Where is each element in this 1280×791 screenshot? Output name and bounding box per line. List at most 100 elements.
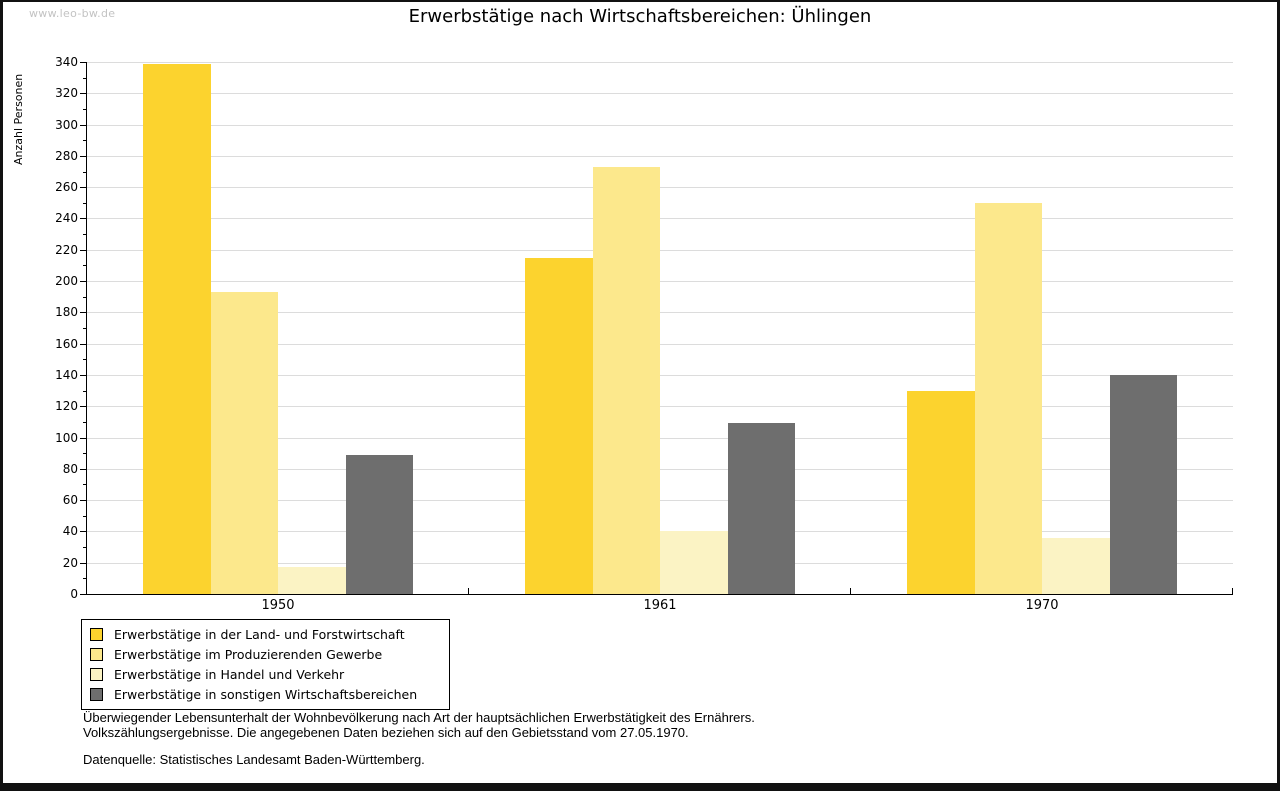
y-axis-title: Anzahl Personen <box>12 73 25 165</box>
legend-label: Erwerbstätige in sonstigen Wirtschaftsbe… <box>114 686 418 702</box>
y-tick-major <box>80 343 87 345</box>
gridline <box>87 187 1233 189</box>
gridline <box>87 218 1233 220</box>
gridline <box>87 343 1233 345</box>
legend-swatch <box>90 687 103 701</box>
y-tick-label: 140 <box>55 367 78 382</box>
chart-title: Erwerbstätige nach Wirtschaftsbereichen:… <box>408 6 872 27</box>
plot-area: 0 20 40 60 80 100 120 140 160 180 200 220 240 260 280 3… <box>55 55 1233 613</box>
bar <box>660 531 728 594</box>
gridline <box>87 124 1233 126</box>
y-tick-label: 300 <box>55 117 78 132</box>
bar <box>278 567 346 594</box>
footnote-line-1: Überwiegender Lebensunterhalt der Wohnbe… <box>83 710 755 725</box>
y-tick-label: 100 <box>55 430 78 445</box>
y-tick-major <box>80 594 87 595</box>
y-tick-major <box>80 531 87 533</box>
y-tick-major <box>80 187 87 189</box>
y-tick-major <box>80 500 87 502</box>
gridline <box>87 374 1233 376</box>
y-tick-major <box>80 281 87 283</box>
y-tick-major <box>80 62 87 63</box>
y-tick-minor <box>83 234 87 236</box>
y-tick-major <box>80 93 87 95</box>
y-tick-label: 320 <box>55 86 78 101</box>
x-tick-label: 1961 <box>643 598 677 613</box>
y-tick-label: 120 <box>55 399 78 414</box>
y-tick-minor <box>83 171 87 173</box>
y-tick-minor <box>83 421 87 423</box>
y-tick-label: 180 <box>55 305 78 320</box>
x-tick <box>1232 588 1233 594</box>
y-tick-label: 60 <box>62 493 78 508</box>
gridline <box>87 249 1233 251</box>
y-tick-minor <box>83 390 87 392</box>
y-tick-label: 80 <box>62 461 78 476</box>
legend-item: Erwerbstätige im Produzierenden Gewerbe <box>90 644 441 664</box>
y-tick-minor <box>83 547 87 549</box>
gridline <box>87 281 1233 283</box>
y-tick-major <box>80 218 87 220</box>
gridline <box>87 406 1233 408</box>
y-tick-minor <box>83 578 87 580</box>
legend-label: Erwerbstätige in der Land- und Forstwirt… <box>114 626 405 642</box>
y-tick-major <box>80 124 87 126</box>
y-tick-minor <box>83 265 87 267</box>
bar <box>974 202 1042 594</box>
y-tick-major <box>80 562 87 564</box>
bar <box>143 63 211 594</box>
x-tick-label: 1950 <box>261 598 295 613</box>
y-tick-minor <box>83 77 87 79</box>
y-tick-label: 220 <box>55 242 78 257</box>
y-tick-minor <box>83 296 87 298</box>
source-note: Datenquelle: Statistisches Landesamt Bad… <box>83 752 425 767</box>
gridline <box>87 93 1233 95</box>
bar <box>592 166 660 594</box>
y-tick-major <box>80 437 87 439</box>
y-tick-label: 340 <box>55 55 78 69</box>
x-tick <box>850 588 851 594</box>
gridline <box>87 62 1233 63</box>
bar <box>525 257 593 594</box>
y-tick-major <box>80 312 87 314</box>
y-tick-label: 20 <box>62 555 78 570</box>
y-tick-minor <box>83 453 87 455</box>
watermark: www.leo-bw.de <box>29 7 116 20</box>
y-tick-label: 40 <box>62 524 78 539</box>
y-tick-major <box>80 155 87 157</box>
legend: Erwerbstätige in der Land- und Forstwirt… <box>81 619 450 710</box>
x-tick <box>468 588 469 594</box>
bar <box>907 390 975 594</box>
legend-swatch <box>90 667 103 681</box>
y-tick-major <box>80 468 87 470</box>
x-tick-label: 1970 <box>1025 598 1059 613</box>
y-tick-label: 200 <box>55 274 78 289</box>
legend-item: Erwerbstätige in Handel und Verkehr <box>90 664 441 684</box>
gridline <box>87 312 1233 314</box>
y-tick-minor <box>83 484 87 486</box>
legend-item: Erwerbstätige in sonstigen Wirtschaftsbe… <box>90 684 441 704</box>
gridline <box>87 468 1233 470</box>
footnote-line-2: Volkszählungsergebnisse. Die angegebenen… <box>83 725 689 740</box>
bar <box>727 423 795 594</box>
y-tick-minor <box>83 202 87 204</box>
y-tick-label: 0 <box>70 587 78 601</box>
y-tick-minor <box>83 328 87 329</box>
y-tick-major <box>80 406 87 408</box>
y-tick-label: 240 <box>55 211 78 226</box>
bar <box>1109 374 1177 594</box>
y-tick-minor <box>83 140 87 142</box>
bar <box>1042 537 1110 594</box>
y-tick-label: 260 <box>55 180 78 195</box>
legend-swatch <box>90 627 103 641</box>
y-tick-minor <box>83 515 87 517</box>
gridline <box>87 500 1233 502</box>
y-tick-label: 160 <box>55 336 78 351</box>
y-tick-label: 280 <box>55 148 78 163</box>
gridline <box>87 437 1233 439</box>
y-tick-minor <box>83 108 87 110</box>
y-tick-minor <box>83 359 87 361</box>
y-tick-major <box>80 249 87 251</box>
bar <box>345 454 413 594</box>
